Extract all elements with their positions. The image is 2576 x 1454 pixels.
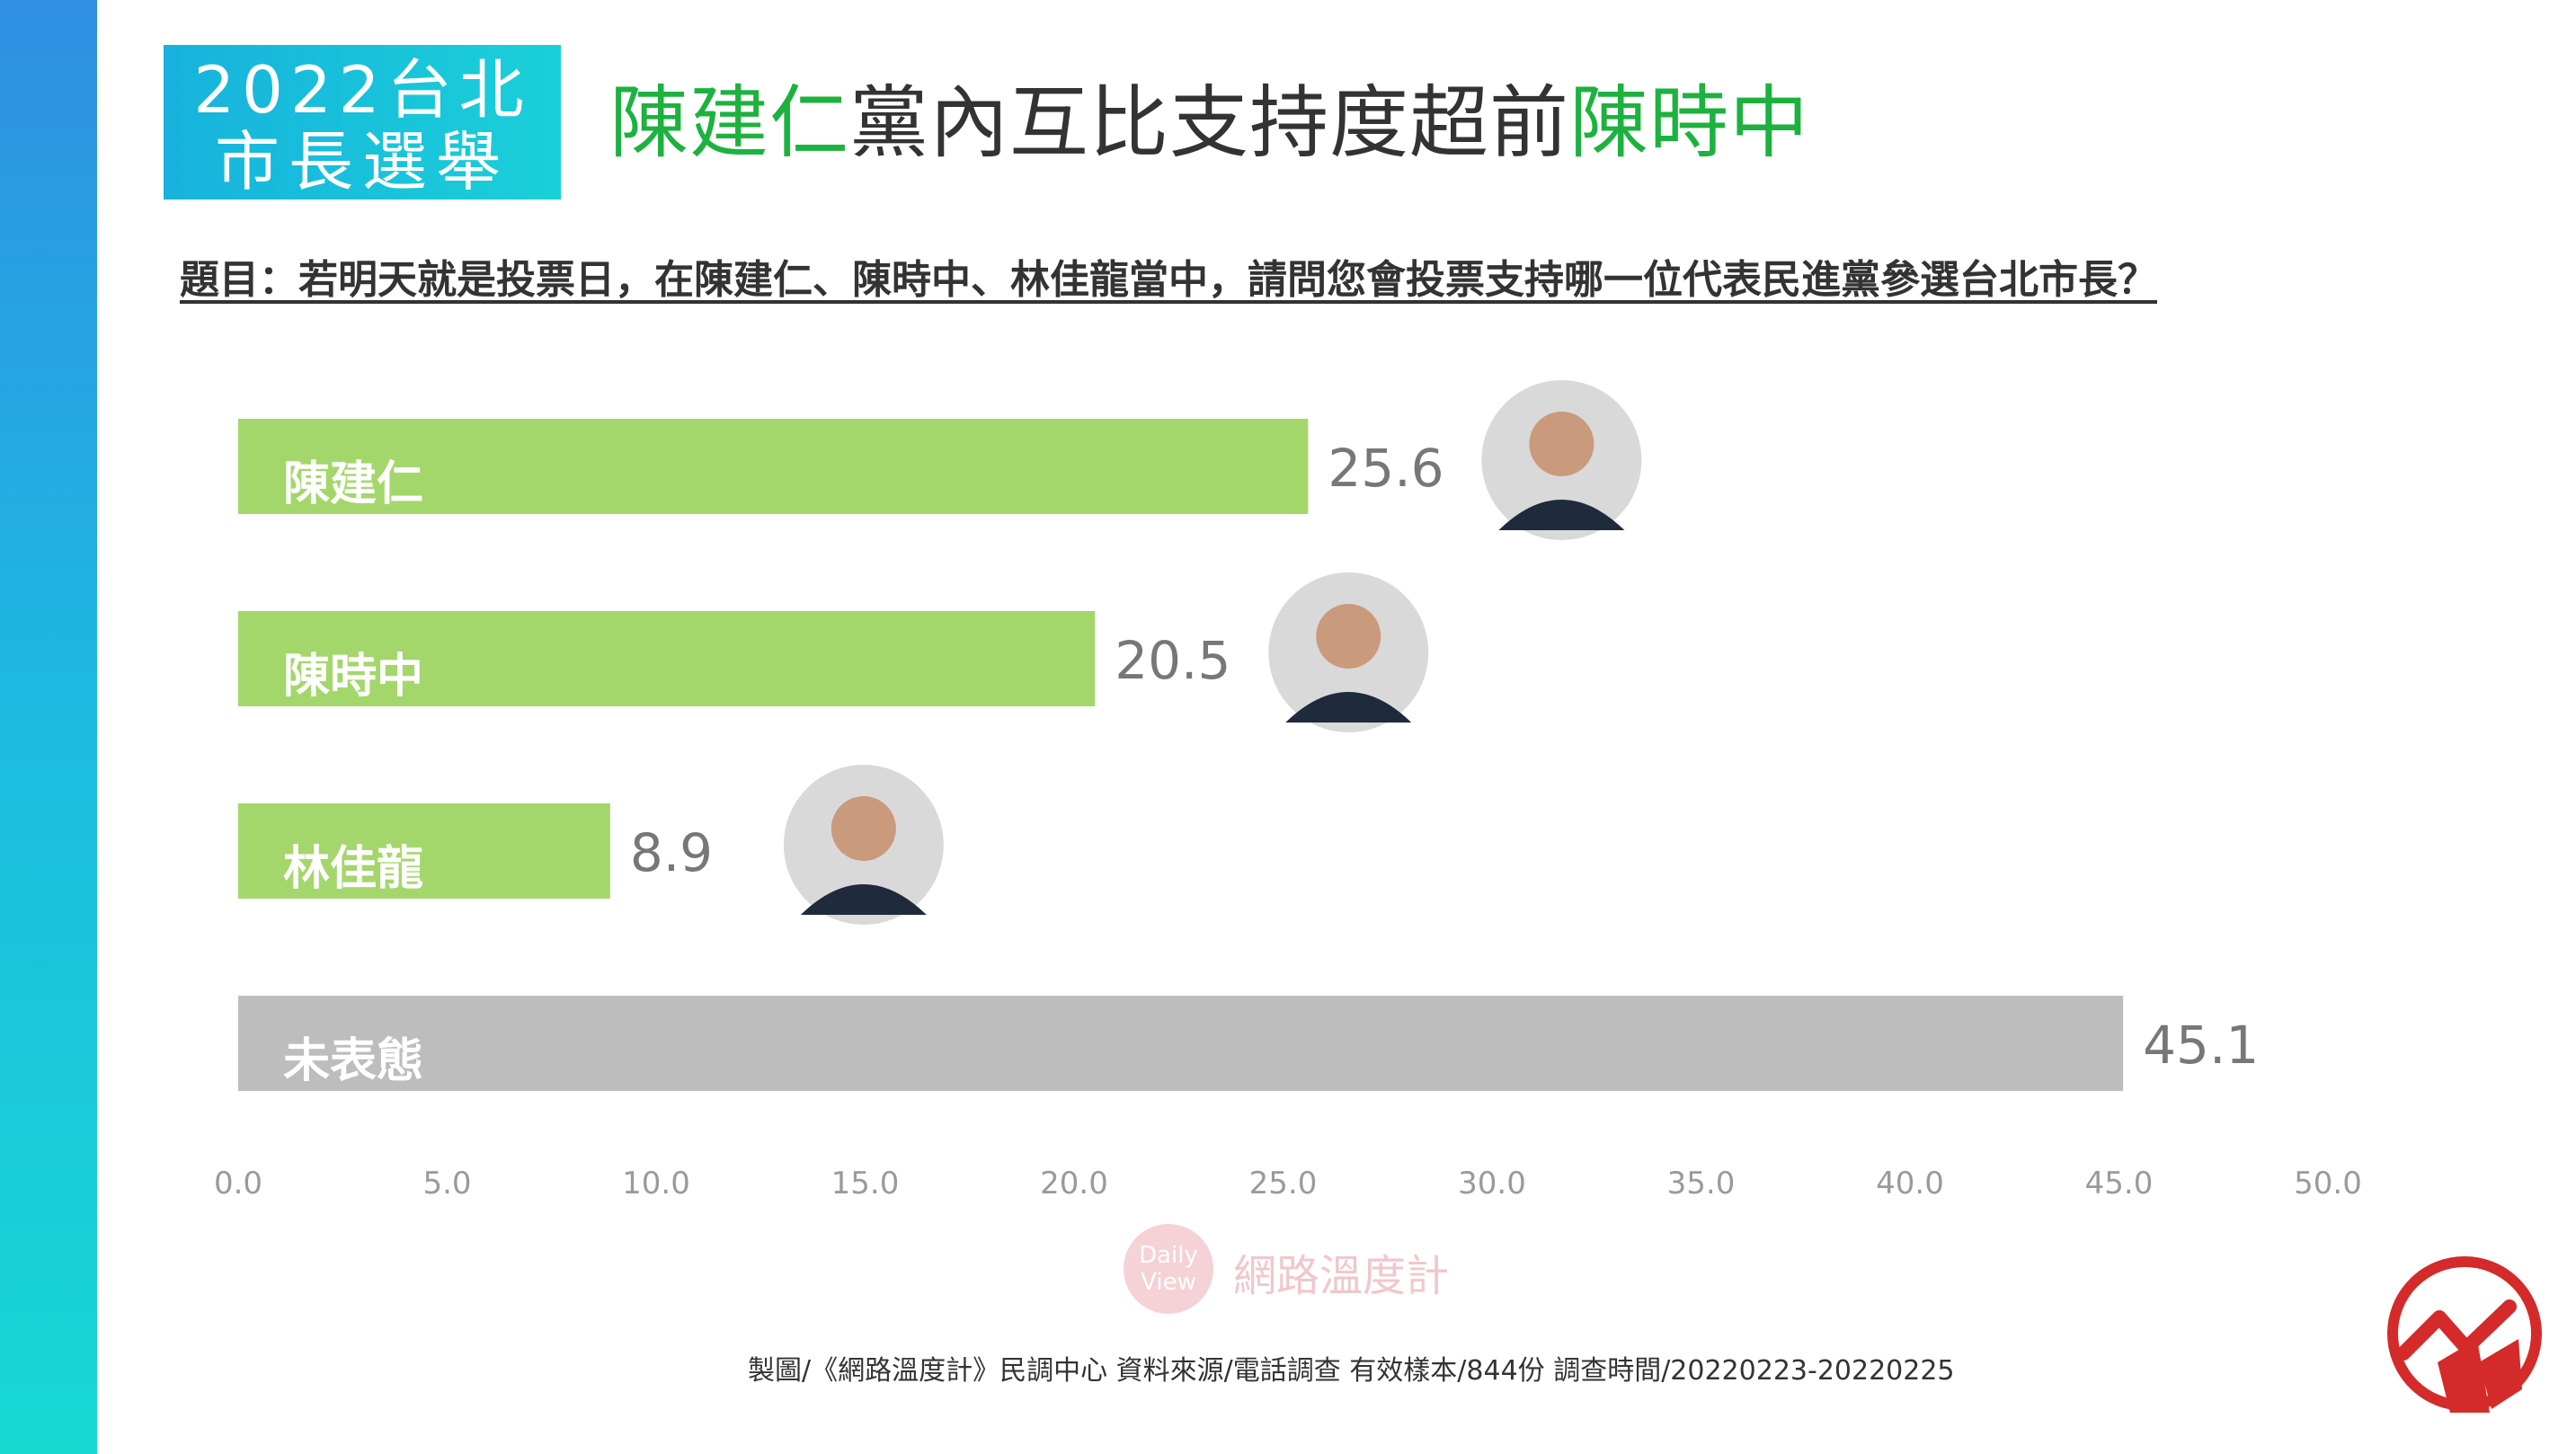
bar-category-label: 陳建仁 (283, 457, 423, 511)
bar-category-label: 林佳龍 (283, 842, 423, 896)
x-tick-label: 45.0 (2085, 1166, 2154, 1201)
headline-name-1: 陳建仁 (609, 76, 850, 169)
bar-1 (238, 419, 1309, 514)
headline: 陳建仁黨內互比支持度超前陳時中 (609, 74, 1809, 173)
bar-value-label: 25.6 (1328, 438, 1443, 499)
bar-category-label: 未表態 (283, 1034, 423, 1088)
x-tick-label: 5.0 (422, 1166, 471, 1201)
bar-value-label: 8.9 (630, 822, 713, 883)
headline-name-2: 陳時中 (1569, 76, 1810, 169)
x-tick-label: 0.0 (214, 1166, 262, 1201)
x-tick-label: 10.0 (622, 1166, 690, 1201)
bar-category-label: 陳時中 (283, 650, 423, 704)
badge-line-2: 市長選舉 (214, 124, 510, 199)
candidate-portrait-2 (1263, 567, 1435, 738)
bar-4 (238, 996, 2124, 1091)
thermometer-logo-icon (2387, 1256, 2542, 1413)
bar-value-label: 45.1 (2143, 1015, 2259, 1076)
x-tick-label: 30.0 (1458, 1166, 1526, 1201)
daily-view-logo-icon: Daily View (1124, 1224, 1213, 1314)
x-tick-label: 25.0 (1249, 1166, 1318, 1201)
election-badge: 2022台北 市長選舉 (164, 45, 561, 199)
badge-line-1: 2022台北 (193, 52, 531, 128)
footer-credits: 製圖/《網路溫度計》民調中心 資料來源/電話調查 有效樣本/844份 調查時間/… (748, 1355, 1955, 1387)
watermark: Daily View 網路溫度計 (1124, 1224, 1501, 1314)
headline-middle: 黨內互比支持度超前 (849, 76, 1570, 169)
candidate-portrait-3 (777, 759, 949, 930)
survey-question: 題目：若明天就是投票日，在陳建仁、陳時中、林佳龍當中，請問您會投票支持哪一位代表… (180, 257, 2157, 303)
x-tick-label: 20.0 (1040, 1166, 1108, 1201)
candidate-portrait-1 (1476, 375, 1648, 545)
x-tick-label: 35.0 (1667, 1166, 1736, 1201)
bar-value-label: 20.5 (1115, 630, 1230, 691)
bar-chart: 陳建仁 25.6 陳時中 20.5 林佳龍 8.9 未表態 45.1 0.0 5.0 10.0 15.… (213, 375, 2362, 1201)
x-tick-label: 50.0 (2294, 1166, 2362, 1201)
x-tick-label: 40.0 (1876, 1166, 1944, 1201)
side-gradient-bar (0, 0, 97, 1454)
watermark-name: 網路溫度計 (1233, 1251, 1450, 1301)
x-tick-label: 15.0 (831, 1166, 900, 1201)
bar-3 (238, 803, 610, 899)
bar-2 (238, 611, 1096, 706)
